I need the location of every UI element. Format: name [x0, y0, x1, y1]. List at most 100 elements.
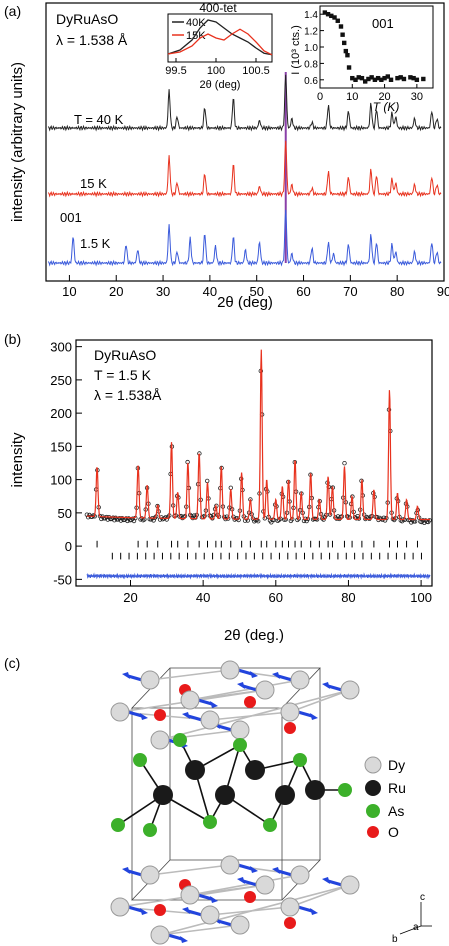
y-tick-label: 150: [50, 439, 72, 454]
observed-point: [409, 520, 414, 525]
observed-point: [410, 518, 415, 523]
spin-arrow: [197, 698, 213, 706]
panel-a-x-axis: 10 20 30 40 50 60 70 80 90: [62, 72, 449, 299]
inset-point: [369, 75, 374, 80]
inset-point: [398, 75, 403, 80]
inset-point: [340, 32, 345, 37]
inset-y-tick-label: 1.4: [304, 10, 318, 21]
inset-001-points: [322, 10, 426, 84]
inset-point: [346, 65, 352, 70]
spin-arrow-head: [310, 713, 318, 720]
spin-arrow: [242, 879, 258, 887]
panel-a-frame: [45, 2, 445, 282]
panel-b: (b) DyRuAsO T = 1.5 K λ = 1.538Å intensi…: [4, 331, 433, 644]
y-tick-label: 200: [50, 406, 72, 421]
spin-arrow: [237, 863, 253, 871]
inset-400tet-title: 400-tet: [199, 1, 237, 15]
inset-point: [382, 75, 387, 81]
b-axis-line: [399, 925, 422, 935]
spin-arrow-head: [250, 671, 258, 678]
inset-point: [363, 79, 368, 84]
bond: [289, 689, 351, 713]
ruthenium-atom: [215, 785, 235, 805]
spin-arrow: [297, 905, 313, 913]
inset-point: [366, 76, 371, 82]
bonds: [117, 669, 351, 936]
panel-b-xlabel: 2θ (deg.): [224, 627, 284, 644]
inset-400tet-x-axis: 99.5 100 100.5: [165, 58, 270, 77]
bond: [149, 864, 231, 876]
inset-x-tick-label: 30: [411, 91, 423, 103]
observed-point: [356, 516, 362, 521]
x-tick-label: 90: [437, 284, 449, 299]
dysprosium-atom: [230, 915, 250, 935]
series-40k-line: [47, 74, 442, 132]
inset-400tet-xlabel: 2θ (deg): [200, 79, 241, 91]
c-axis-label: c: [420, 892, 425, 903]
inset-001-ylabel: I (10³ cts.): [290, 25, 302, 75]
inset-point: [335, 18, 340, 23]
temp-label-1-5k: 1.5 K: [80, 236, 111, 251]
dysprosium-atom: [110, 897, 130, 917]
spin-arrow: [167, 933, 183, 941]
b-axis-label: b: [392, 934, 398, 945]
ruthenium-atom: [305, 780, 325, 800]
oxygen-atom: [284, 917, 296, 929]
arsenic-atom: [111, 818, 125, 832]
inset-point: [338, 24, 344, 29]
spin-arrow: [187, 909, 203, 917]
observed-point: [130, 516, 135, 521]
bragg-ticks: [96, 540, 422, 560]
x-tick-label: 20: [123, 590, 137, 605]
spin-arrow-head: [140, 713, 148, 720]
y-tick-label: 250: [50, 373, 72, 388]
spin-arrow-head: [322, 877, 330, 884]
spin-arrow-head: [210, 896, 218, 903]
inset-001-axes: 0 10 20 30 0.6 0.8 1.0 1.2 1.4: [304, 10, 423, 103]
inset-point: [414, 77, 420, 82]
spin-arrow: [127, 905, 143, 913]
bond: [159, 884, 351, 936]
panel-b-frame: [75, 339, 433, 587]
inset-001-label: 001: [372, 16, 394, 31]
spin-arrow: [297, 710, 313, 718]
spin-arrows: [122, 668, 343, 943]
inset-point: [345, 53, 350, 58]
inset-400tet: 400-tet 40K 15K 99.5 100 100.5 2θ (deg): [165, 1, 273, 91]
inset-point: [325, 12, 331, 17]
panel-a-ylabel: intensity (arbitrary units): [9, 62, 26, 222]
bond: [189, 874, 301, 896]
inset-15k-line: [167, 28, 273, 56]
legend-as-label: As: [388, 803, 404, 819]
inset-point: [388, 77, 394, 82]
inset-x-tick-label: 100: [207, 65, 225, 77]
oxygen-atom: [154, 904, 166, 916]
dysprosium-atom: [150, 925, 170, 945]
calculated-line: [86, 349, 430, 521]
spin-arrow-head: [310, 908, 318, 915]
oxygen-atom: [284, 722, 296, 734]
spin-arrow-head: [250, 866, 258, 873]
dysprosium-atom: [150, 730, 170, 750]
legend-dy-swatch: [364, 756, 382, 774]
dysprosium-atom: [180, 885, 200, 905]
observed-point: [117, 516, 122, 521]
inset-point: [332, 15, 337, 20]
spin-arrow-head: [180, 936, 188, 943]
dysprosium-atom: [340, 680, 360, 700]
spin-arrow: [277, 674, 293, 682]
inset-point: [401, 76, 407, 82]
dysprosium-atom: [110, 702, 130, 722]
inset-point: [329, 13, 334, 19]
inset-point: [379, 77, 384, 82]
inset-point: [372, 77, 378, 82]
inset-y-tick-label: 1.2: [304, 27, 318, 38]
dysprosium-atom: [140, 670, 160, 690]
spin-arrow-head: [237, 877, 245, 884]
panel-b-label: (b): [4, 331, 21, 347]
panel-c-label: (c): [4, 655, 20, 671]
atom-legend: Dy Ru As O: [364, 756, 406, 840]
observed-point: [123, 516, 129, 521]
panel-b-axes: 20 40 60 80 100 -50 0 50 100 150 200 250 300: [50, 340, 432, 605]
